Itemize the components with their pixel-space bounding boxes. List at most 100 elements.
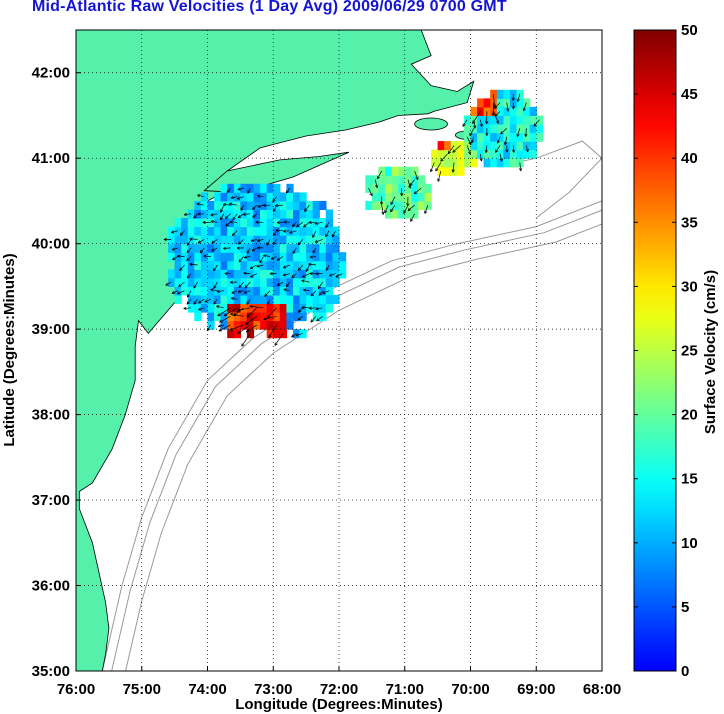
velocity-arrowhead (499, 158, 503, 162)
velocity-cell (253, 269, 261, 279)
velocity-arrow (466, 145, 471, 155)
velocity-arrow (283, 273, 290, 276)
velocity-arrowhead (256, 240, 260, 242)
velocity-cell (365, 175, 373, 185)
x-axis: 76:00 75:00 74:00 73:00 72:00 71:00 70:00 69:00… (57, 666, 621, 698)
velocity-cell (273, 312, 281, 322)
velocity-arrowhead (213, 302, 217, 305)
velocity-cell (371, 192, 380, 202)
velocity-arrowhead (301, 305, 305, 308)
velocity-arrowhead (172, 257, 175, 260)
velocity-arrowhead (237, 310, 241, 312)
velocity-cell (477, 132, 485, 142)
velocity-cell (240, 192, 248, 202)
velocity-cell (194, 243, 202, 253)
velocity-arrowhead (171, 232, 175, 234)
velocity-cell (207, 260, 215, 270)
velocity-arrow (245, 316, 258, 326)
velocity-arrow (193, 298, 198, 305)
velocity-arrow (407, 204, 415, 211)
velocity-cell (187, 286, 195, 296)
velocity-cell (496, 158, 504, 168)
velocity-cell (266, 192, 274, 202)
velocity-cell (240, 260, 248, 270)
velocity-arrow (297, 239, 304, 246)
velocity-arrow (186, 290, 192, 298)
velocity-arrowhead (506, 108, 509, 112)
velocity-cell (214, 192, 222, 202)
velocity-arrowhead (301, 307, 305, 310)
velocity-arrowhead (303, 288, 307, 291)
velocity-arrow (329, 273, 336, 277)
velocity-arrow (165, 281, 172, 286)
velocity-cell (306, 235, 314, 245)
velocity-cell (371, 183, 380, 193)
velocity-arrow (273, 230, 277, 236)
velocity-arrowhead (291, 334, 294, 338)
velocity-arrow (243, 272, 251, 274)
velocity-cell (286, 320, 294, 330)
velocity-arrowhead (283, 221, 287, 224)
velocity-cell (220, 320, 228, 330)
velocity-arrow (252, 213, 258, 218)
velocity-arrowhead (178, 283, 181, 287)
velocity-arrowhead (186, 259, 190, 261)
velocity-cell (437, 149, 445, 159)
velocity-cell (293, 277, 301, 287)
velocity-cell (266, 183, 274, 193)
velocity-arrowhead (264, 293, 266, 297)
island (414, 117, 448, 131)
velocity-cell (194, 226, 202, 236)
velocity-cell (417, 192, 426, 202)
velocity-arrow (241, 333, 251, 347)
velocity-arrow (304, 204, 310, 212)
velocity-arrowhead (210, 288, 214, 290)
velocity-arrowhead (252, 208, 256, 210)
velocity-arrow (186, 239, 192, 246)
velocity-arrow (374, 179, 378, 188)
velocity-arrowhead (193, 216, 197, 219)
velocity-arrowhead (494, 113, 497, 117)
velocity-arrow (263, 255, 271, 257)
velocity-cell (319, 286, 327, 296)
velocity-cell (286, 183, 294, 193)
velocity-arrow (183, 307, 192, 309)
velocity-arrowhead (413, 190, 416, 194)
velocity-cell (391, 175, 399, 185)
velocity-cell (319, 303, 327, 313)
velocity-arrowhead (223, 313, 226, 316)
velocity-cell (398, 192, 406, 202)
velocity-arrow (244, 290, 251, 294)
velocity-arrow (263, 315, 277, 320)
velocity-arrowhead (193, 215, 195, 219)
velocity-arrow (376, 170, 383, 180)
velocity-arrowhead (189, 237, 193, 240)
velocity-cell (233, 200, 241, 210)
velocity-arrowhead (447, 150, 450, 154)
velocity-cell (496, 89, 504, 99)
velocity-arrow (533, 119, 540, 127)
velocity-cell (174, 277, 182, 287)
velocity-arrow (232, 230, 238, 236)
velocity-arrowhead (494, 105, 496, 109)
velocity-cell (470, 141, 478, 151)
velocity-arrowhead (291, 336, 295, 338)
velocity-arrowhead (282, 265, 286, 269)
velocity-arrow (177, 255, 185, 257)
colorbar-tick-label: 20 (681, 407, 698, 424)
velocity-arrowhead (179, 267, 181, 271)
velocity-cell (246, 286, 255, 296)
velocity-cell (319, 200, 327, 210)
velocity-cell (293, 252, 301, 262)
velocity-arrow (494, 110, 501, 117)
velocity-arrowhead (224, 215, 227, 219)
velocity-cell (246, 252, 255, 262)
velocity-cell (306, 243, 314, 253)
velocity-cell (529, 132, 537, 142)
velocity-cell (299, 286, 307, 296)
velocity-cell (233, 209, 241, 219)
velocity-cell (181, 226, 189, 236)
velocity-cell (246, 235, 255, 245)
velocity-cell (312, 260, 320, 270)
x-tick-label: 70:00 (451, 681, 489, 698)
